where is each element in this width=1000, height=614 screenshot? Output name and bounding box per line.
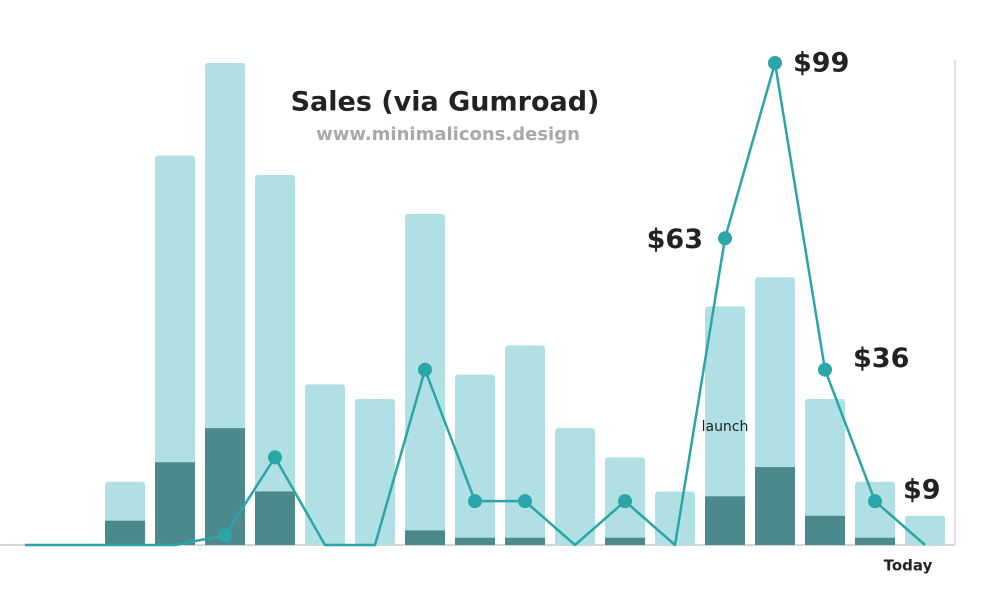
chart-title: Sales (via Gumroad): [291, 87, 600, 118]
bar: [505, 345, 545, 545]
point: [418, 362, 432, 377]
bar: [855, 537, 895, 545]
bar: [405, 530, 445, 545]
bar: [555, 428, 595, 545]
bar: [255, 491, 295, 545]
bar: [355, 398, 395, 545]
bar: [505, 537, 545, 545]
value-label: $99: [793, 48, 849, 79]
bar: [305, 384, 345, 545]
bar: [705, 496, 745, 545]
bar: [105, 520, 145, 545]
bar: [605, 537, 645, 545]
chart-subtitle: www.minimalicons.design: [316, 124, 580, 145]
point: [868, 494, 882, 509]
point: [218, 528, 232, 543]
bar: [455, 374, 495, 545]
bar: [805, 398, 845, 545]
point: [518, 494, 532, 509]
point: [618, 494, 632, 509]
bar: [455, 537, 495, 545]
value-label: $63: [647, 224, 703, 255]
point: [468, 494, 482, 509]
bar: [905, 515, 945, 545]
bar: [255, 174, 295, 545]
bar: [405, 213, 445, 545]
bar: [805, 515, 845, 545]
point: [818, 362, 832, 377]
bar: [155, 462, 195, 545]
value-label: $36: [853, 343, 909, 374]
bar: [205, 63, 245, 545]
bar: [705, 306, 745, 545]
value-label: $9: [903, 475, 941, 506]
x-tick-label: Today: [884, 557, 933, 575]
bar: [655, 491, 695, 545]
bar: [755, 467, 795, 545]
point: [268, 450, 282, 465]
point: [718, 231, 732, 246]
annotation: launch: [702, 419, 749, 435]
bar: [855, 481, 895, 545]
bar: [205, 428, 245, 545]
point: [768, 56, 782, 70]
bar: [155, 155, 195, 545]
